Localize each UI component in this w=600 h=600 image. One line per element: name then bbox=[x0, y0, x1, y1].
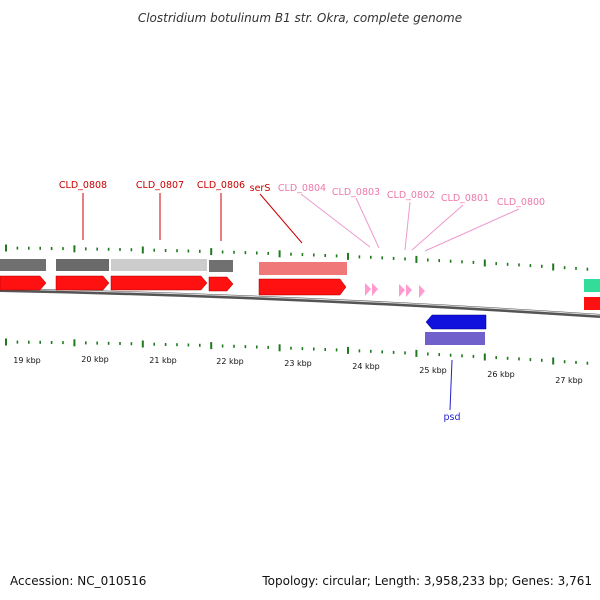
gene-arrow bbox=[258, 278, 347, 296]
pink-arrow bbox=[399, 284, 405, 297]
genome-backbone-highlight bbox=[0, 288, 600, 316]
pink-arrow bbox=[365, 283, 371, 296]
pink-arrow bbox=[372, 283, 378, 296]
gene-label-cld-0803: CLD_0803 bbox=[332, 187, 380, 198]
red-gene-row bbox=[0, 275, 347, 296]
pink-arrow bbox=[419, 285, 425, 298]
scale-label-23kbp: 23 kbp bbox=[284, 359, 312, 368]
accession-text: Accession: NC_010516 bbox=[10, 574, 146, 588]
gene-label-cld-0804: CLD_0804 bbox=[278, 183, 326, 194]
connector-line bbox=[259, 193, 303, 244]
connector-line bbox=[424, 208, 520, 252]
gray-feature bbox=[56, 259, 109, 271]
gray-feature-row bbox=[0, 259, 347, 275]
scale-label-20kbp: 20 kbp bbox=[81, 355, 109, 364]
connector-line bbox=[411, 204, 464, 251]
gene-labels: CLD_0808 CLD_0807 CLD_0806 serS CLD_0804… bbox=[59, 180, 545, 423]
gene-label-cld-0808: CLD_0808 bbox=[59, 180, 107, 191]
gene-label-cld-0806: CLD_0806 bbox=[197, 180, 245, 191]
connector-line bbox=[449, 359, 453, 411]
gene-arrow bbox=[0, 275, 47, 291]
psd-gene-arrow bbox=[425, 314, 487, 330]
upper-tick-track bbox=[5, 244, 589, 271]
gene-label-cld-0802: CLD_0802 bbox=[387, 190, 435, 201]
genome-summary-text: Topology: circular; Length: 3,958,233 bp… bbox=[261, 574, 592, 588]
connector-line bbox=[300, 193, 371, 248]
salmon-feature bbox=[259, 262, 347, 275]
scale-labels: 19 kbp 20 kbp 21 kbp 22 kbp 23 kbp 24 kb… bbox=[13, 355, 583, 385]
pink-arrow-group bbox=[365, 283, 425, 298]
gene-label-cld-0807: CLD_0807 bbox=[136, 180, 184, 191]
gene-arrow bbox=[110, 275, 208, 291]
gene-label-cld-0800: CLD_0800 bbox=[497, 197, 545, 208]
connector-line bbox=[355, 197, 380, 249]
gray-feature bbox=[209, 260, 233, 272]
gene-arrow bbox=[208, 276, 234, 292]
genome-backbone bbox=[0, 288, 600, 318]
teal-feature bbox=[584, 279, 600, 292]
scale-label-26kbp: 26 kbp bbox=[487, 370, 515, 379]
light-gray-feature bbox=[111, 259, 207, 271]
gene-label-sers: serS bbox=[250, 183, 271, 194]
scale-label-24kbp: 24 kbp bbox=[352, 362, 380, 371]
connector-line bbox=[404, 201, 411, 251]
scale-label-19kbp: 19 kbp bbox=[13, 356, 41, 365]
scale-label-25kbp: 25 kbp bbox=[419, 366, 447, 375]
scale-label-22kbp: 22 kbp bbox=[216, 357, 244, 366]
gray-feature bbox=[0, 259, 46, 271]
gene-arrow bbox=[55, 275, 110, 291]
scale-label-27kbp: 27 kbp bbox=[555, 376, 583, 385]
lower-tick-track bbox=[5, 338, 589, 365]
scale-label-21kbp: 21 kbp bbox=[149, 356, 177, 365]
pink-arrow bbox=[406, 284, 412, 297]
gene-arrow-partial bbox=[584, 297, 600, 310]
label-connectors bbox=[82, 193, 520, 411]
purple-feature bbox=[425, 332, 485, 345]
gene-label-cld-0801: CLD_0801 bbox=[441, 193, 489, 204]
map-title: Clostridium botulinum B1 str. Okra, comp… bbox=[138, 11, 462, 25]
gene-label-psd: psd bbox=[443, 412, 460, 423]
